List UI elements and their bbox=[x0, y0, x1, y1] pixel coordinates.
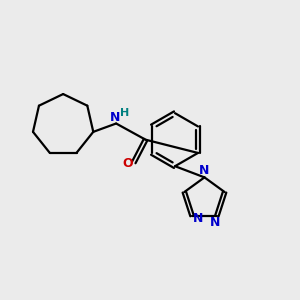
Text: N: N bbox=[193, 212, 204, 225]
Text: O: O bbox=[122, 157, 133, 170]
Text: H: H bbox=[120, 108, 130, 118]
Text: N: N bbox=[199, 164, 210, 177]
Text: N: N bbox=[110, 110, 120, 124]
Text: N: N bbox=[210, 216, 220, 229]
